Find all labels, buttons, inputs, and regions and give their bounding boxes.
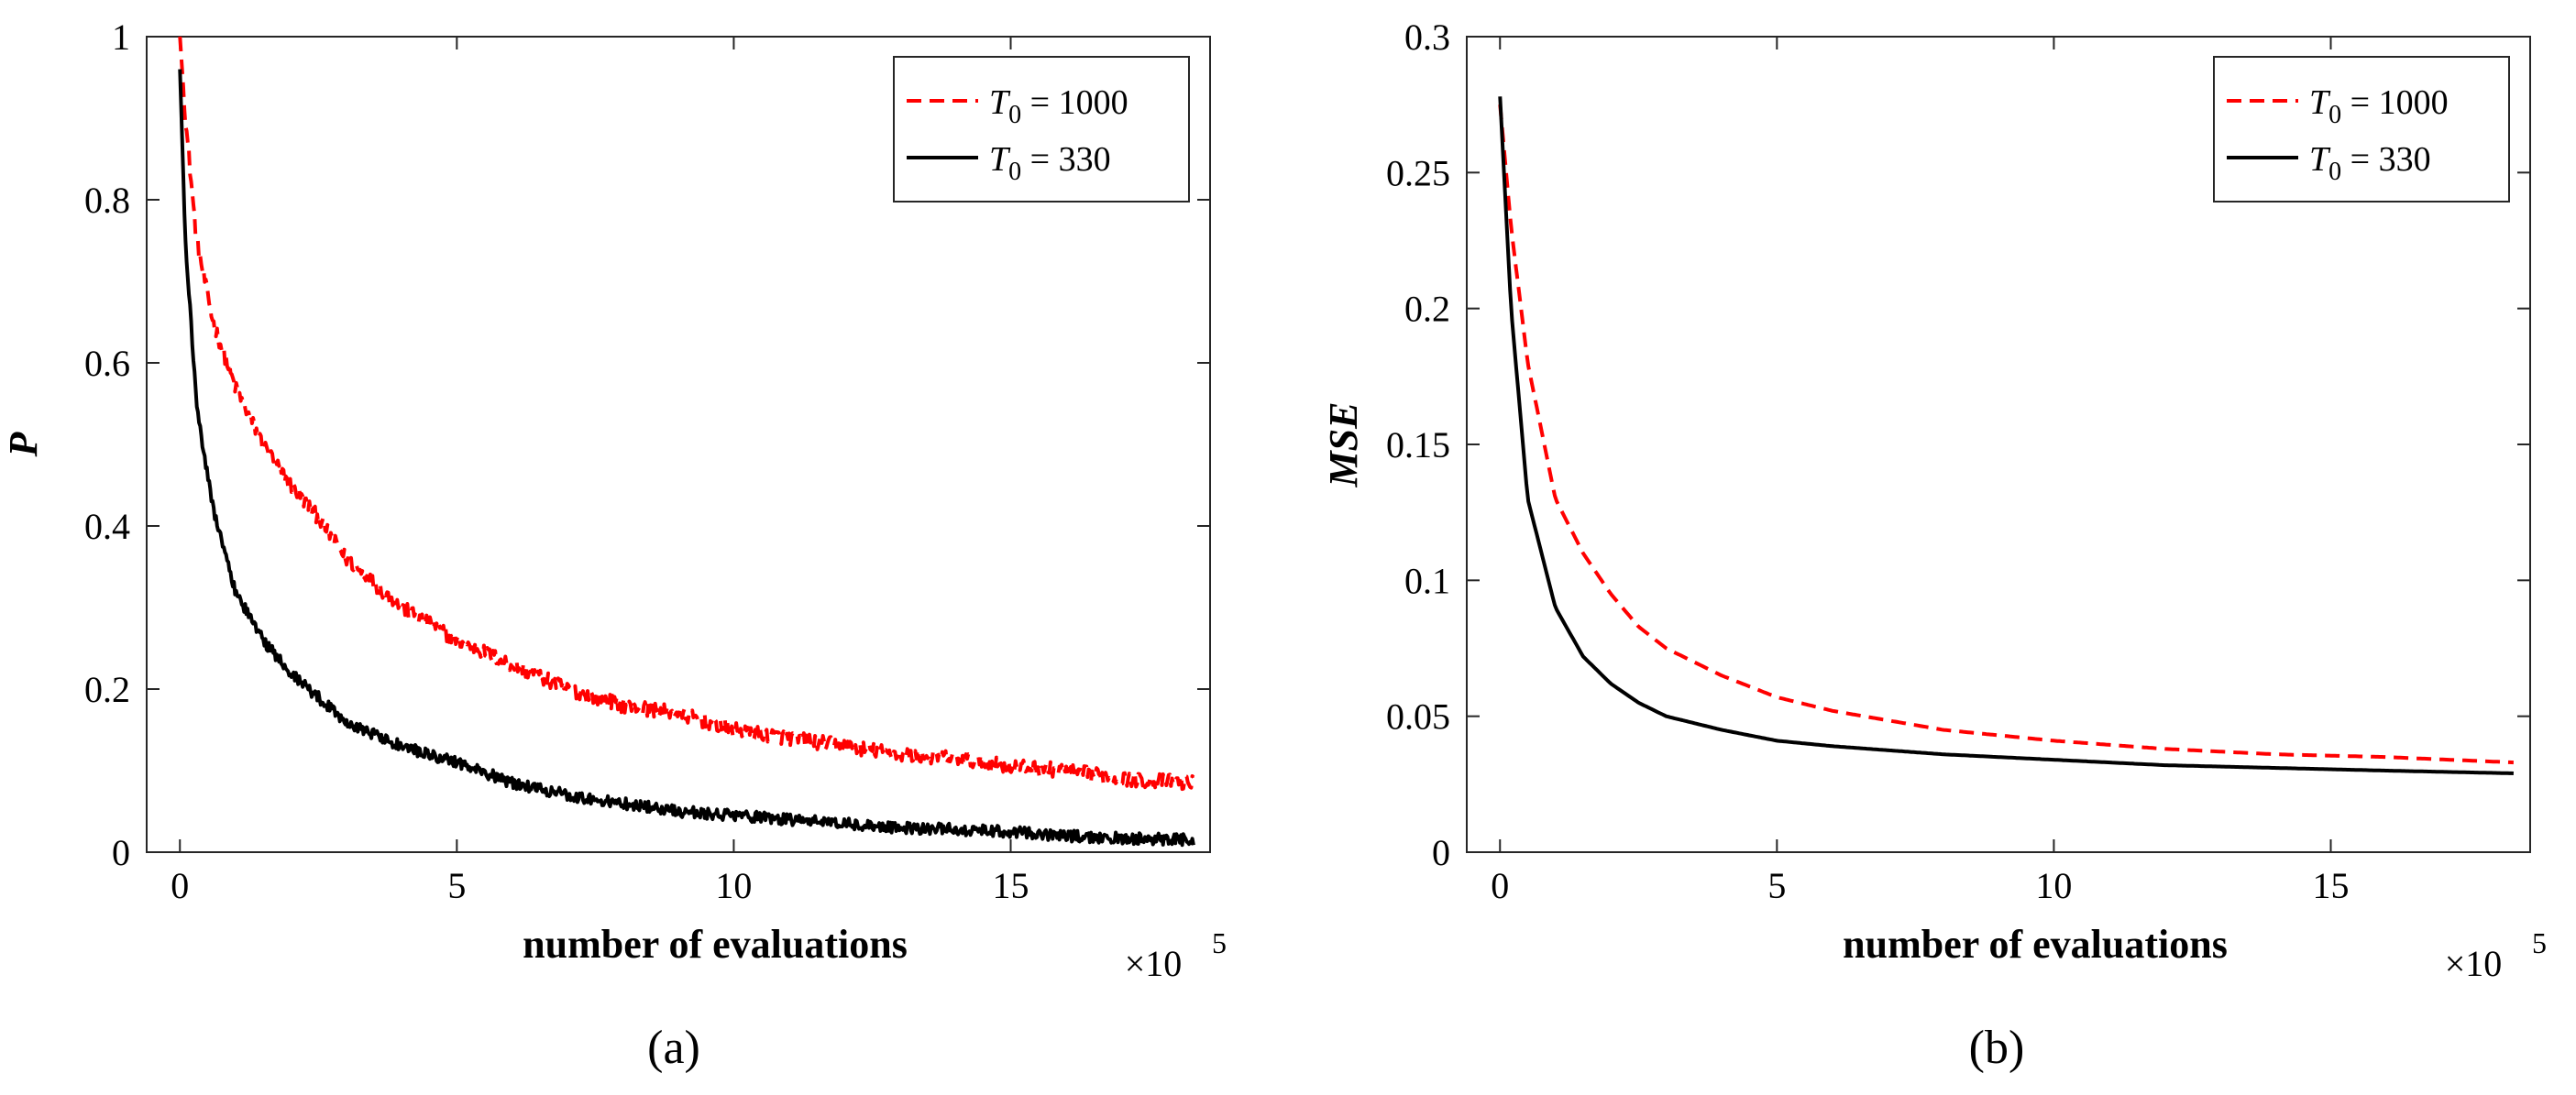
y-axis-label: P — [1, 431, 46, 457]
x-axis-label: number of evaluations — [523, 922, 908, 967]
legend: T0 = 1000 T0 = 330 — [2213, 56, 2510, 203]
x-axis-label: number of evaluations — [1843, 922, 2228, 967]
x-tick-label: 5 — [1767, 865, 1786, 906]
panel-caption: (a) — [647, 1022, 700, 1074]
y-tick-label: 0 — [112, 832, 130, 873]
legend-label: T0 = 1000 — [989, 83, 1128, 129]
legend-box — [2213, 56, 2510, 203]
y-axis-label: MSE — [1321, 402, 1366, 488]
series-line-0 — [178, 36, 1195, 792]
panel-caption: (b) — [1969, 1022, 2025, 1074]
series-line-0 — [1498, 104, 2514, 765]
series-line-1 — [178, 69, 1195, 848]
x-tick-label: 10 — [2035, 865, 2072, 906]
x-tick-label: 10 — [715, 865, 752, 906]
x-tick-label: 0 — [1491, 865, 1509, 906]
series-line-1 — [1498, 96, 2514, 775]
x-tick-label: 15 — [993, 865, 1029, 906]
y-tick-label: 0.2 — [84, 669, 130, 710]
x-tick-label: 0 — [171, 865, 189, 906]
y-tick-label: 0 — [1432, 832, 1450, 873]
y-tick-label: 1 — [112, 16, 130, 58]
y-tick-label: 0.2 — [1404, 289, 1450, 330]
y-tick-label: 0.15 — [1386, 424, 1450, 465]
legend: T0 = 1000 T0 = 330 — [893, 56, 1190, 203]
legend-label: T0 = 1000 — [2309, 83, 2449, 129]
legend-label: T0 = 330 — [2309, 140, 2431, 186]
legend-label: T0 = 330 — [989, 140, 1111, 186]
y-tick-label: 0.1 — [1404, 560, 1450, 601]
y-tick-label: 0.3 — [1404, 16, 1450, 58]
panel-a: 0 5 10 15 0 0.2 0.4 0.6 0.8 1 number of evaluation… — [1, 16, 1227, 1074]
x-multiplier-label: ×10 — [1125, 943, 1183, 984]
x-multiplier-label: ×10 — [2445, 943, 2503, 984]
y-tick-label: 0.8 — [84, 180, 130, 221]
y-tick-label: 0.05 — [1386, 696, 1450, 738]
x-tick-label: 15 — [2313, 865, 2350, 906]
x-tick-label: 5 — [447, 865, 466, 906]
legend-box — [893, 56, 1190, 203]
y-tick-label: 0.4 — [84, 506, 130, 547]
panel-b: 0 5 10 15 0 0.05 0.1 0.15 0.2 0.25 0.3 number of ev… — [1321, 16, 2547, 1074]
x-multiplier-exponent: 5 — [2532, 926, 2547, 959]
y-tick-label: 0.25 — [1386, 152, 1450, 193]
y-tick-label: 0.6 — [84, 343, 130, 384]
x-multiplier-exponent: 5 — [1212, 926, 1227, 959]
